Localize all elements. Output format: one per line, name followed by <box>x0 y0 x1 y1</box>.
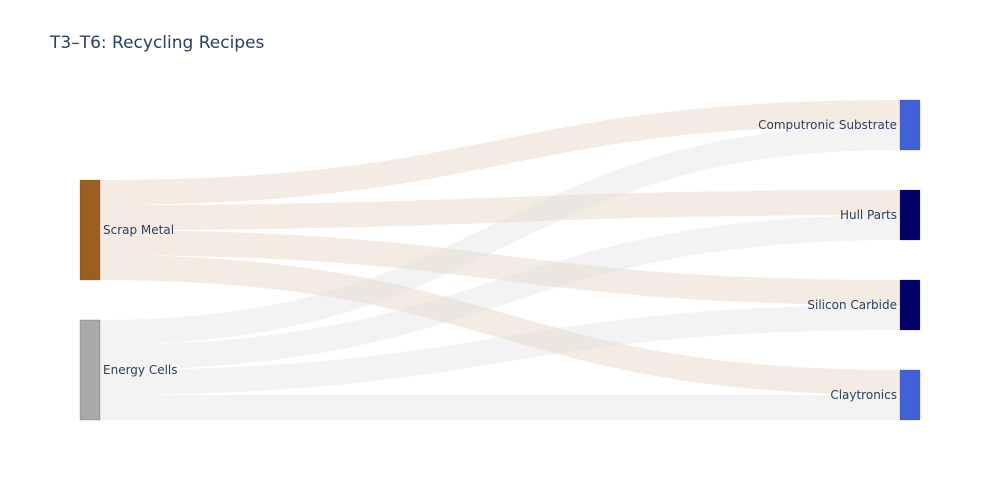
node-scrap-metal[interactable] <box>79 179 101 281</box>
link-scrap-metal-to-computronic-substrate[interactable] <box>99 100 901 205</box>
link-energy-cells-to-silicon-carbide[interactable] <box>99 305 901 395</box>
node-label-computronic-substrate: Computronic Substrate <box>758 118 897 132</box>
link-scrap-metal-to-hull-parts[interactable] <box>99 190 901 230</box>
node-energy-cells[interactable] <box>79 319 101 421</box>
node-hull-parts[interactable] <box>899 189 921 241</box>
links-layer <box>99 100 901 421</box>
node-silicon-carbide[interactable] <box>899 279 921 331</box>
link-scrap-metal-to-silicon-carbide[interactable] <box>99 230 901 305</box>
node-label-energy-cells: Energy Cells <box>103 363 178 377</box>
link-scrap-metal-to-claytronics[interactable] <box>99 255 901 395</box>
node-label-silicon-carbide: Silicon Carbide <box>807 298 897 312</box>
link-energy-cells-to-hull-parts[interactable] <box>99 215 901 370</box>
node-claytronics[interactable] <box>899 369 921 421</box>
nodes-layer <box>79 99 921 421</box>
link-energy-cells-to-computronic-substrate[interactable] <box>99 125 901 345</box>
node-label-scrap-metal: Scrap Metal <box>103 223 174 237</box>
node-label-claytronics: Claytronics <box>830 388 897 402</box>
node-computronic-substrate[interactable] <box>899 99 921 151</box>
node-label-hull-parts: Hull Parts <box>840 208 897 222</box>
chart-title: T3–T6: Recycling Recipes <box>50 33 265 53</box>
labels-layer: Scrap Metal Energy Cells Computronic Subst… <box>103 118 897 402</box>
